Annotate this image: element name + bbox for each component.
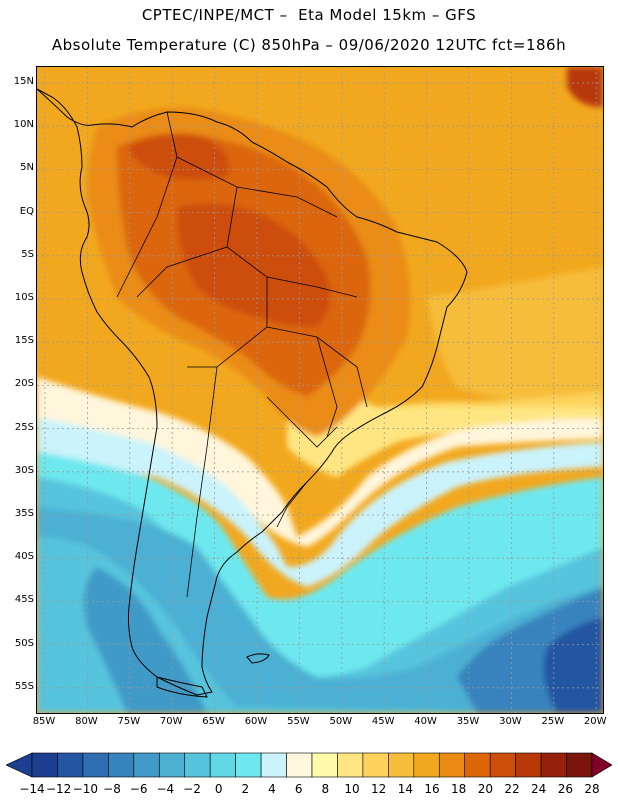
lon-label: 85W <box>32 716 56 727</box>
lat-label: 25S <box>14 421 34 433</box>
colorbar-swatch <box>209 752 236 778</box>
colorbar-swatch <box>260 752 287 778</box>
colorbar-swatch <box>158 752 186 778</box>
colorbar-swatch <box>438 752 466 778</box>
colorbar-swatch <box>31 752 58 778</box>
map-gridlines <box>37 67 603 713</box>
colorbar-tick-label: 28 <box>584 782 600 796</box>
colorbar-swatch <box>184 752 211 778</box>
map-canvas <box>37 67 603 713</box>
lon-label: 75W <box>117 716 141 727</box>
field-6 <box>37 417 603 587</box>
country-borders <box>116 111 368 598</box>
colorbar-swatch <box>337 752 364 778</box>
lon-label: 70W <box>159 716 183 727</box>
colorbar-swatch <box>388 752 415 778</box>
colorbar-swatch <box>489 752 516 778</box>
colorbar-min-arrow <box>6 752 33 778</box>
colorbar-swatch <box>362 752 389 778</box>
temperature-map <box>36 66 604 714</box>
colorbar-tick-label: −2 <box>183 782 201 796</box>
lat-label: 10N <box>13 119 34 131</box>
lon-label: 55W <box>287 716 310 727</box>
colorbar-tick-label: −10 <box>72 782 98 796</box>
colorbar-swatch <box>311 752 338 778</box>
field-minus2 <box>83 567 207 713</box>
colorbar <box>6 752 612 778</box>
lat-label: 35S <box>14 508 34 519</box>
colorbar-tick-label: 20 <box>477 782 493 796</box>
colorbar-swatch <box>566 752 593 778</box>
field-8 <box>37 377 603 547</box>
field-12 <box>287 393 603 477</box>
field-minus8 <box>543 617 603 713</box>
colorbar-tick-label: 26 <box>557 782 573 796</box>
lat-label: EQ <box>19 205 34 217</box>
colorbar-swatch <box>108 752 135 778</box>
lat-label: 15N <box>13 76 34 87</box>
colorbar-swatch <box>133 752 160 778</box>
lat-label: 5S <box>21 248 34 260</box>
colorbar-swatch <box>464 752 491 778</box>
chart-subtitle: Absolute Temperature (C) 850hPa – 09/06/… <box>51 36 567 54</box>
lon-label: 35W <box>456 716 480 727</box>
lon-label: 45W <box>371 716 395 727</box>
colorbar-tick-label: 4 <box>268 782 276 796</box>
lon-label: 80W <box>75 716 98 727</box>
colorbar-tick-label: 16 <box>424 782 440 796</box>
colorbar-tick-label: −12 <box>45 782 72 796</box>
lat-label: 30S <box>14 464 34 476</box>
field-16 <box>427 267 603 401</box>
lon-label: 40W <box>414 716 437 727</box>
south-america-coastline <box>37 88 468 696</box>
colorbar-tick-label: 24 <box>531 782 547 796</box>
lon-label: 30W <box>499 716 522 727</box>
colorbar-tick-label: 2 <box>241 782 250 796</box>
colorbar-swatch <box>235 752 262 778</box>
colorbar-tick-label: −4 <box>156 782 175 796</box>
lon-label: 65W <box>202 716 225 727</box>
lon-label: 25W <box>541 716 565 727</box>
colorbar-tick-label: 12 <box>371 782 387 796</box>
colorbar-tick-label: −8 <box>103 782 121 796</box>
colorbar-tick-label: 22 <box>504 782 520 796</box>
colorbar-tick-label: 18 <box>451 782 467 796</box>
colorbar-swatch <box>413 752 440 778</box>
colorbar-max-arrow <box>591 752 612 778</box>
lat-label: 50S <box>14 637 34 649</box>
falkland-islands <box>246 653 270 664</box>
colorbar-swatch <box>82 752 109 778</box>
colorbar-swatch <box>57 752 84 778</box>
colorbar-swatch <box>540 752 567 778</box>
lat-label: 45S <box>14 594 34 606</box>
lat-label: 20S <box>14 378 34 390</box>
colorbar-tick-label: −14 <box>19 782 45 796</box>
colorbar-swatch <box>515 752 542 778</box>
colorbar-tick-label: 14 <box>397 782 413 796</box>
temperature-fields <box>37 67 603 713</box>
colorbar-tick-label: −6 <box>129 782 148 796</box>
lat-label: 10S <box>14 292 34 303</box>
field-14 <box>337 392 603 447</box>
lon-label: 20W <box>583 716 607 727</box>
colorbar-tick-label: 6 <box>294 782 303 796</box>
lat-label: 40S <box>14 551 34 563</box>
lon-label: 50W <box>329 716 353 727</box>
colorbar-tick-label: 0 <box>214 782 223 796</box>
colorbar-swatch <box>286 752 313 778</box>
colorbar-tick-label: 8 <box>321 782 330 796</box>
field-26 <box>567 67 603 107</box>
tierra-del-fuego <box>156 676 208 698</box>
field-24 <box>177 203 331 327</box>
lat-label: 15S <box>14 335 34 347</box>
colorbar-tick-label: 10 <box>344 782 360 796</box>
lon-label: 60W <box>244 716 268 727</box>
field-24-north <box>127 133 230 180</box>
lat-label: 55S <box>14 680 34 692</box>
chart-title: CPTEC/INPE/MCT – Eta Model 15km – GFS <box>141 6 477 24</box>
lat-label: 5N <box>20 162 34 174</box>
coastlines <box>37 88 468 698</box>
